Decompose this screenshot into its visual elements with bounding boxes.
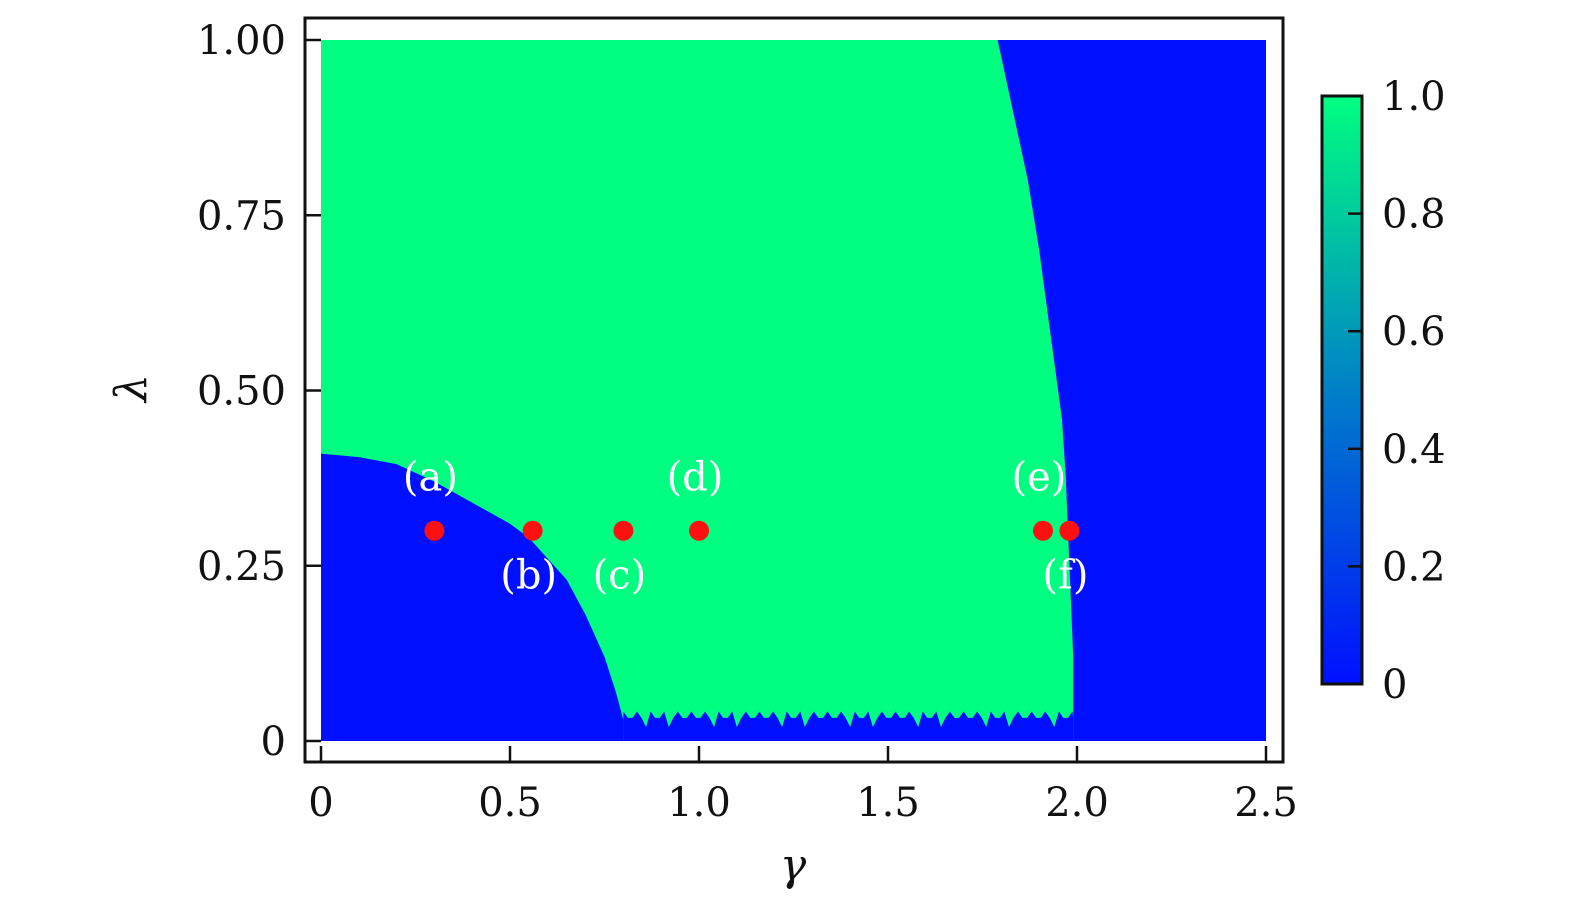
marker-point — [1032, 520, 1053, 541]
y-axis-title: λ — [106, 374, 157, 404]
low-region-bottom-strip — [623, 711, 1074, 741]
colorbar-gradient — [1320, 94, 1364, 686]
heatmap-area — [321, 40, 1266, 741]
low-region-left — [321, 453, 624, 741]
x-tick-label: 0.5 — [478, 780, 542, 826]
marker-point — [689, 520, 709, 541]
colorbar-tick-label: 0.4 — [1382, 427, 1446, 473]
marker-point — [613, 520, 634, 541]
y-tick-label: 0.25 — [197, 544, 286, 590]
colorbar-ticks: 0 0.2 0.4 0.6 0.8 1.0 — [1348, 74, 1446, 708]
marker-point — [522, 520, 543, 541]
marker-label: (c) — [593, 553, 647, 599]
marker-label: (e) — [1012, 455, 1067, 501]
marker-label: (f) — [1042, 553, 1088, 599]
y-tick-label: 0.75 — [197, 193, 286, 239]
x-tick-label: 0 — [308, 780, 333, 826]
y-tick-label: 0 — [261, 719, 286, 765]
colorbar-tick-label: 0.8 — [1382, 192, 1446, 238]
x-tick-label: 2.5 — [1234, 780, 1298, 826]
colorbar: 0 0.2 0.4 0.6 0.8 1.0 — [1320, 74, 1446, 708]
x-axis: 0 0.5 1.0 1.5 2.0 2.5 — [308, 746, 1298, 826]
colorbar-tick-label: 0 — [1382, 662, 1407, 708]
marker-label: (a) — [403, 455, 458, 501]
low-region-right — [997, 40, 1266, 741]
marker-label: (d) — [667, 455, 724, 501]
x-tick-label: 1.0 — [667, 780, 731, 826]
marker-points: (a) (b) (c) (d) (e) (f) — [403, 455, 1089, 599]
marker-point — [424, 520, 445, 541]
y-tick-label: 1.00 — [197, 18, 286, 64]
marker-label: (b) — [500, 553, 557, 599]
y-axis: 0 0.25 0.50 0.75 1.00 — [197, 18, 321, 765]
marker-point — [1059, 520, 1080, 541]
colorbar-tick-label: 1.0 — [1382, 74, 1446, 120]
x-tick-label: 2.0 — [1045, 780, 1109, 826]
x-tick-label: 1.5 — [856, 780, 920, 826]
y-tick-label: 0.50 — [197, 369, 286, 415]
x-axis-title: γ — [780, 840, 807, 891]
colorbar-tick-label: 0.6 — [1382, 309, 1446, 355]
colorbar-tick-label: 0.2 — [1382, 544, 1446, 590]
